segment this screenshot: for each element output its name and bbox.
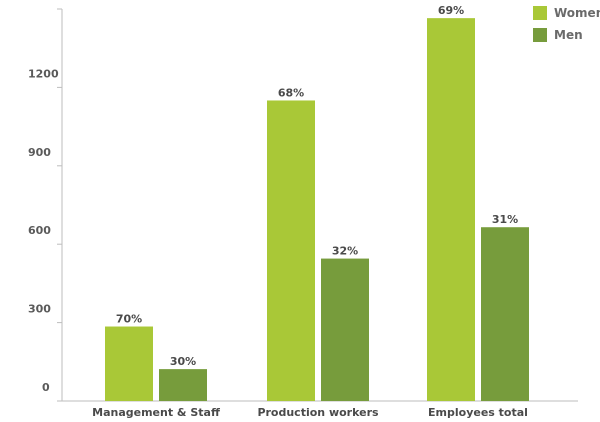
data-label: 69% <box>438 4 464 17</box>
legend-label-women: Women <box>554 6 600 20</box>
legend: Women Men <box>533 6 600 42</box>
legend-label-men: Men <box>554 28 583 42</box>
bar-men-0 <box>159 369 207 401</box>
y-tick-label: 600 <box>28 224 51 237</box>
y-tick-label: 0 <box>42 381 50 394</box>
bar-women-1 <box>267 100 315 401</box>
data-label: 30% <box>170 355 196 368</box>
category-label: Production workers <box>257 406 379 419</box>
y-tick-label: 300 <box>28 303 51 316</box>
y-tick-label: 1500 <box>28 0 59 2</box>
bar-men-2 <box>481 227 529 401</box>
data-label: 32% <box>332 245 358 258</box>
legend-swatch-women <box>533 6 547 20</box>
bar-men-1 <box>321 258 369 401</box>
legend-swatch-men <box>533 28 547 42</box>
bar-women-0 <box>105 326 153 401</box>
labels: 70% 30% Management & Staff 68% 32% Production… <box>92 4 528 419</box>
data-label: 68% <box>278 86 304 99</box>
category-label: Management & Staff <box>92 406 220 419</box>
bars <box>105 18 529 401</box>
y-tick-label: 1200 <box>28 67 59 80</box>
data-label: 31% <box>492 213 518 226</box>
category-label: Employees total <box>428 406 528 419</box>
y-tick-label: 900 <box>28 146 51 159</box>
data-label: 70% <box>116 313 142 326</box>
bar-women-2 <box>427 18 475 401</box>
